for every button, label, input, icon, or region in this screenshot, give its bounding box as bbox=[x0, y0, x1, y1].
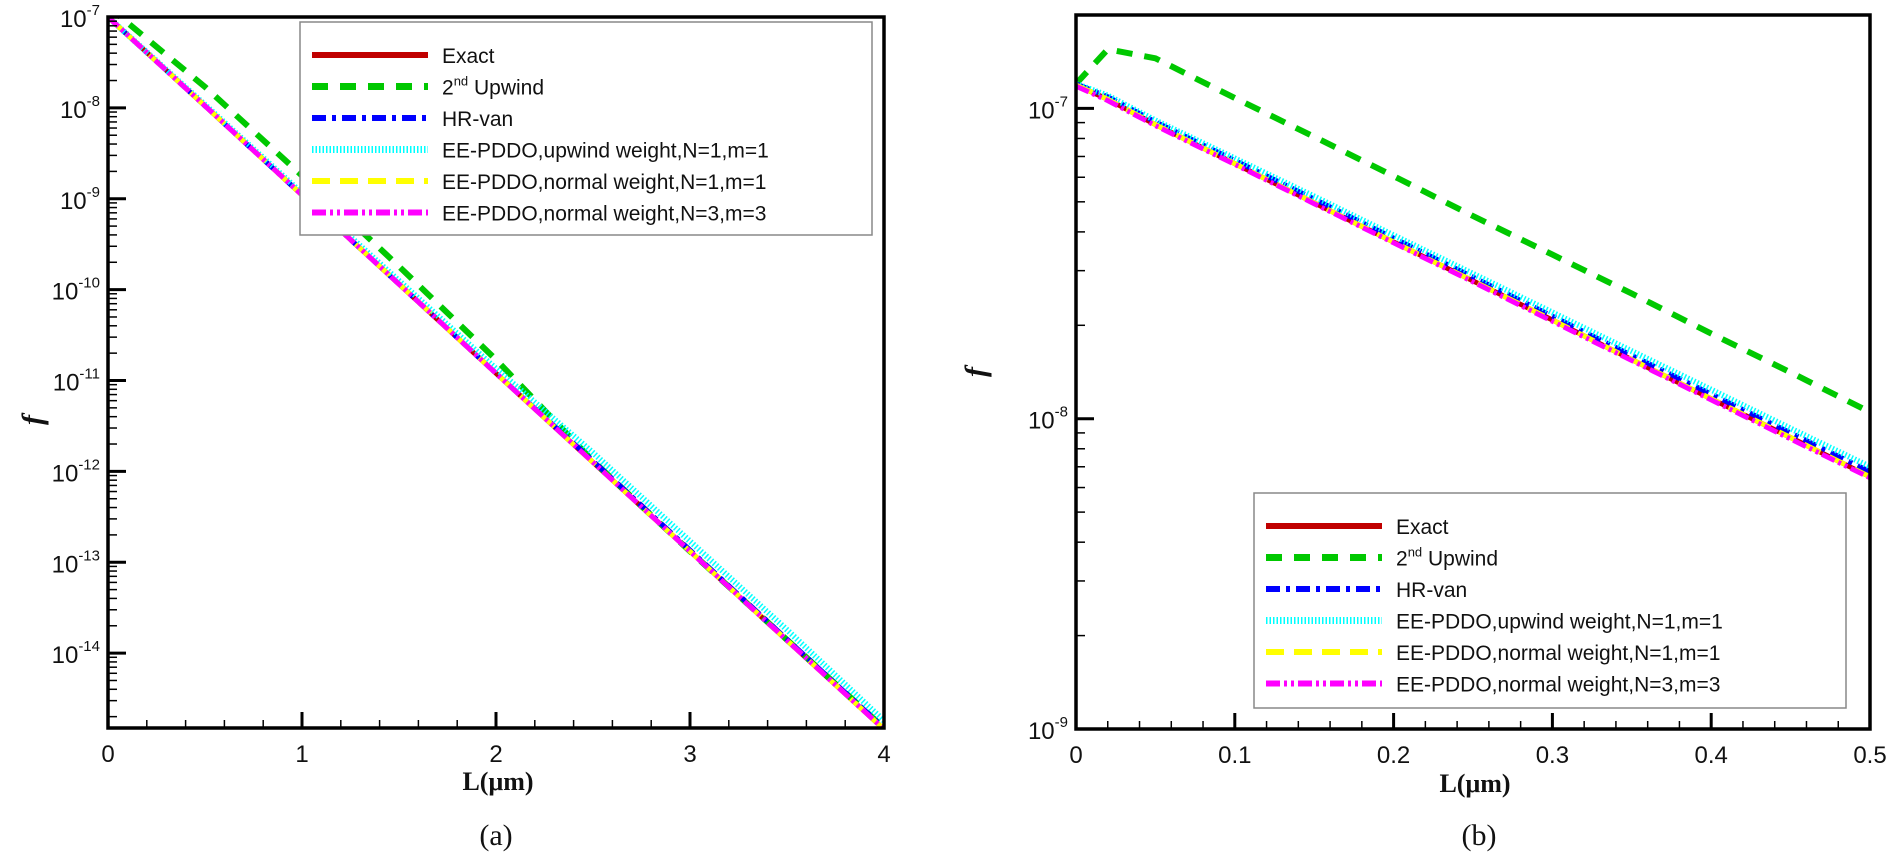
panel-label: (b) bbox=[1462, 819, 1497, 852]
y-tick-exponent: -7 bbox=[87, 2, 100, 19]
legend-label-part: Upwind bbox=[468, 77, 544, 100]
y-tick-base: 10 bbox=[52, 279, 79, 306]
legend-label: Exact bbox=[442, 45, 495, 68]
y-tick-exponent: -10 bbox=[78, 275, 100, 292]
y-tick-base: 10 bbox=[60, 6, 87, 33]
y-tick-base: 10 bbox=[60, 188, 87, 215]
x-tick-label: 0.2 bbox=[1377, 742, 1410, 769]
y-tick-label: 10-10 bbox=[52, 275, 100, 306]
y-tick-label: 10-11 bbox=[53, 366, 100, 397]
y-axis-label: f bbox=[16, 412, 49, 425]
legend-label: HR-van bbox=[1396, 579, 1467, 602]
legend-label-part: 2 bbox=[1396, 548, 1408, 571]
x-tick-label: 0 bbox=[1069, 742, 1082, 769]
x-tick-label: 0.4 bbox=[1695, 742, 1728, 769]
legend-label-superscript: nd bbox=[1408, 545, 1422, 560]
y-tick-exponent: -11 bbox=[79, 366, 100, 383]
legend-label: EE-PDDO,normal weight,N=1,m=1 bbox=[442, 171, 766, 194]
x-axis-label: L(μm) bbox=[462, 767, 533, 796]
y-tick-base: 10 bbox=[1028, 408, 1055, 435]
y-tick-label: 10-8 bbox=[1028, 404, 1068, 435]
x-tick-label: 0.1 bbox=[1218, 742, 1251, 769]
y-axis-label: f bbox=[959, 364, 992, 377]
y-tick-label: 10-8 bbox=[60, 93, 100, 124]
y-tick-base: 10 bbox=[53, 370, 80, 397]
series-group bbox=[1076, 46, 1870, 481]
series-group bbox=[108, 17, 884, 728]
y-tick-label: 10-9 bbox=[1028, 714, 1068, 745]
x-tick-label: 1 bbox=[295, 741, 308, 768]
y-tick-exponent: -9 bbox=[1055, 714, 1068, 731]
y-tick-label: 10-7 bbox=[60, 2, 100, 33]
legend-label: 2nd Upwind bbox=[1396, 545, 1498, 571]
x-tick-label: 2 bbox=[489, 741, 502, 768]
y-tick-exponent: -8 bbox=[1055, 404, 1068, 421]
y-tick-base: 10 bbox=[52, 551, 79, 578]
series-line-2nd-upwind bbox=[1076, 46, 1870, 415]
series-line-ee-pddo-normal-weight-n-1-m-1 bbox=[1076, 82, 1870, 480]
y-tick-base: 10 bbox=[1028, 97, 1055, 124]
series-line-ee-pddo-normal-weight-n-3-m-3 bbox=[108, 17, 884, 728]
x-tick-label: 0.5 bbox=[1853, 742, 1886, 769]
series-line-ee-pddo-normal-weight-n-3-m-3 bbox=[1076, 83, 1870, 481]
y-tick-exponent: -8 bbox=[87, 93, 100, 110]
panel-label: (a) bbox=[479, 819, 512, 852]
x-axis-label: L(μm) bbox=[1439, 769, 1510, 798]
y-tick-label: 10-9 bbox=[60, 184, 100, 215]
y-tick-base: 10 bbox=[52, 642, 79, 669]
series-line-2nd-upwind bbox=[115, 17, 884, 728]
series-line-ee-pddo-upwind-weight-n-1-m-1 bbox=[1076, 80, 1870, 470]
x-tick-label: 3 bbox=[683, 741, 696, 768]
legend-label: Exact bbox=[1396, 516, 1449, 539]
y-tick-base: 10 bbox=[60, 97, 87, 124]
axes-frame bbox=[1074, 13, 1872, 731]
chart-panel-a: 0 1 2 3 410-710-810-910-1010-1110-1210-1310-… bbox=[16, 2, 891, 852]
chart-panel-b: 0 0.1 0.2 0.3 0.4 0.510-710-810-9L(μm)f(b)Exa… bbox=[959, 13, 1887, 852]
legend: Exact 2nd Upwind HR-van EE-PDDO,upwind weig… bbox=[1253, 492, 1847, 709]
y-tick-base: 10 bbox=[52, 460, 79, 487]
y-tick-label: 10-12 bbox=[52, 456, 100, 487]
x-tick-label: 4 bbox=[877, 741, 890, 768]
x-tick-label: 0.3 bbox=[1536, 742, 1569, 769]
legend-label: EE-PDDO,upwind weight,N=1,m=1 bbox=[442, 140, 769, 163]
legend-label: EE-PDDO,normal weight,N=1,m=1 bbox=[1396, 642, 1720, 665]
y-tick-label: 10-14 bbox=[52, 638, 100, 669]
legend-label: EE-PDDO,normal weight,N=3,m=3 bbox=[1396, 674, 1720, 697]
x-tick-label: 0 bbox=[101, 741, 114, 768]
legend-label-part: Upwind bbox=[1422, 548, 1498, 571]
y-tick-exponent: -12 bbox=[78, 456, 100, 473]
legend-label-part: 2 bbox=[442, 77, 454, 100]
legend-label-superscript: nd bbox=[454, 74, 468, 89]
y-tick-exponent: -7 bbox=[1055, 93, 1068, 110]
y-tick-exponent: -14 bbox=[78, 638, 100, 655]
legend-label: 2nd Upwind bbox=[442, 74, 544, 100]
legend-label: EE-PDDO,upwind weight,N=1,m=1 bbox=[1396, 611, 1723, 634]
y-tick-label: 10-13 bbox=[52, 547, 100, 578]
series-line-hr-van bbox=[1076, 81, 1870, 474]
y-tick-label: 10-7 bbox=[1028, 93, 1068, 124]
legend-label: EE-PDDO,normal weight,N=3,m=3 bbox=[442, 203, 766, 226]
legend: Exact 2nd Upwind HR-van EE-PDDO,upwind weig… bbox=[299, 21, 873, 236]
y-tick-base: 10 bbox=[1028, 718, 1055, 745]
legend-label: HR-van bbox=[442, 108, 513, 131]
y-tick-exponent: -13 bbox=[78, 547, 100, 564]
y-tick-exponent: -9 bbox=[87, 184, 100, 201]
